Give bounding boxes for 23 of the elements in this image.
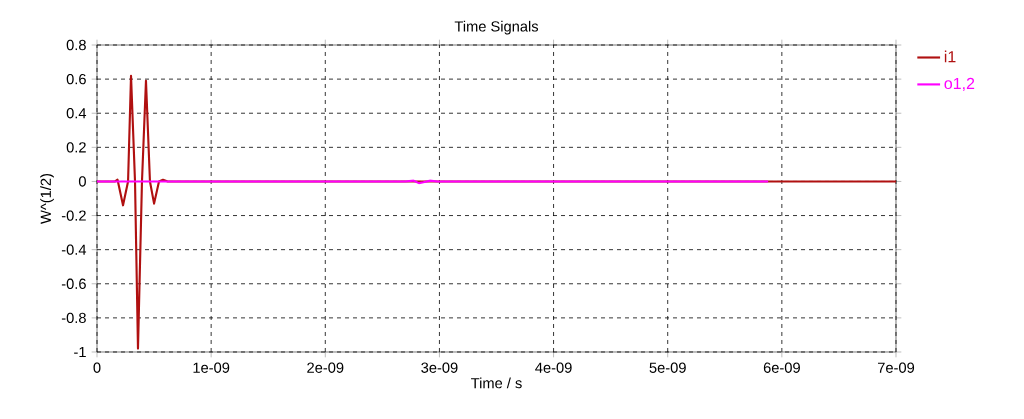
y-tick-label: -0.8: [61, 312, 86, 324]
legend-label: o1,2: [944, 77, 975, 91]
x-tick-label: 6e-09: [763, 362, 800, 373]
x-tick-label: 1e-09: [193, 362, 230, 373]
x-tick-label: 0: [93, 362, 101, 373]
y-tick-label: -0.4: [61, 244, 87, 255]
x-tick-label: 2e-09: [307, 362, 344, 373]
x-tick-label: 3e-09: [421, 362, 458, 373]
y-tick-label: 0.2: [66, 142, 86, 153]
y-tick-label: -0.6: [61, 278, 86, 289]
x-tick-label: 5e-09: [649, 362, 686, 373]
y-axis-title: W^(1/2): [40, 173, 54, 224]
legend-label: i1: [944, 50, 956, 63]
y-tick-label: 0: [78, 176, 86, 187]
x-axis-title: Time / s: [471, 377, 522, 389]
y-tick-label: 0.4: [66, 108, 87, 119]
x-tick-label: 7e-09: [878, 362, 915, 373]
y-tick-label: 0.8: [66, 39, 86, 51]
chart-title: Time Signals: [454, 20, 539, 35]
y-tick-label: 0.6: [66, 73, 86, 85]
x-tick-label: 4e-09: [535, 362, 572, 373]
y-tick-label: -0.2: [61, 210, 86, 221]
y-tick-label: -1: [74, 346, 86, 358]
